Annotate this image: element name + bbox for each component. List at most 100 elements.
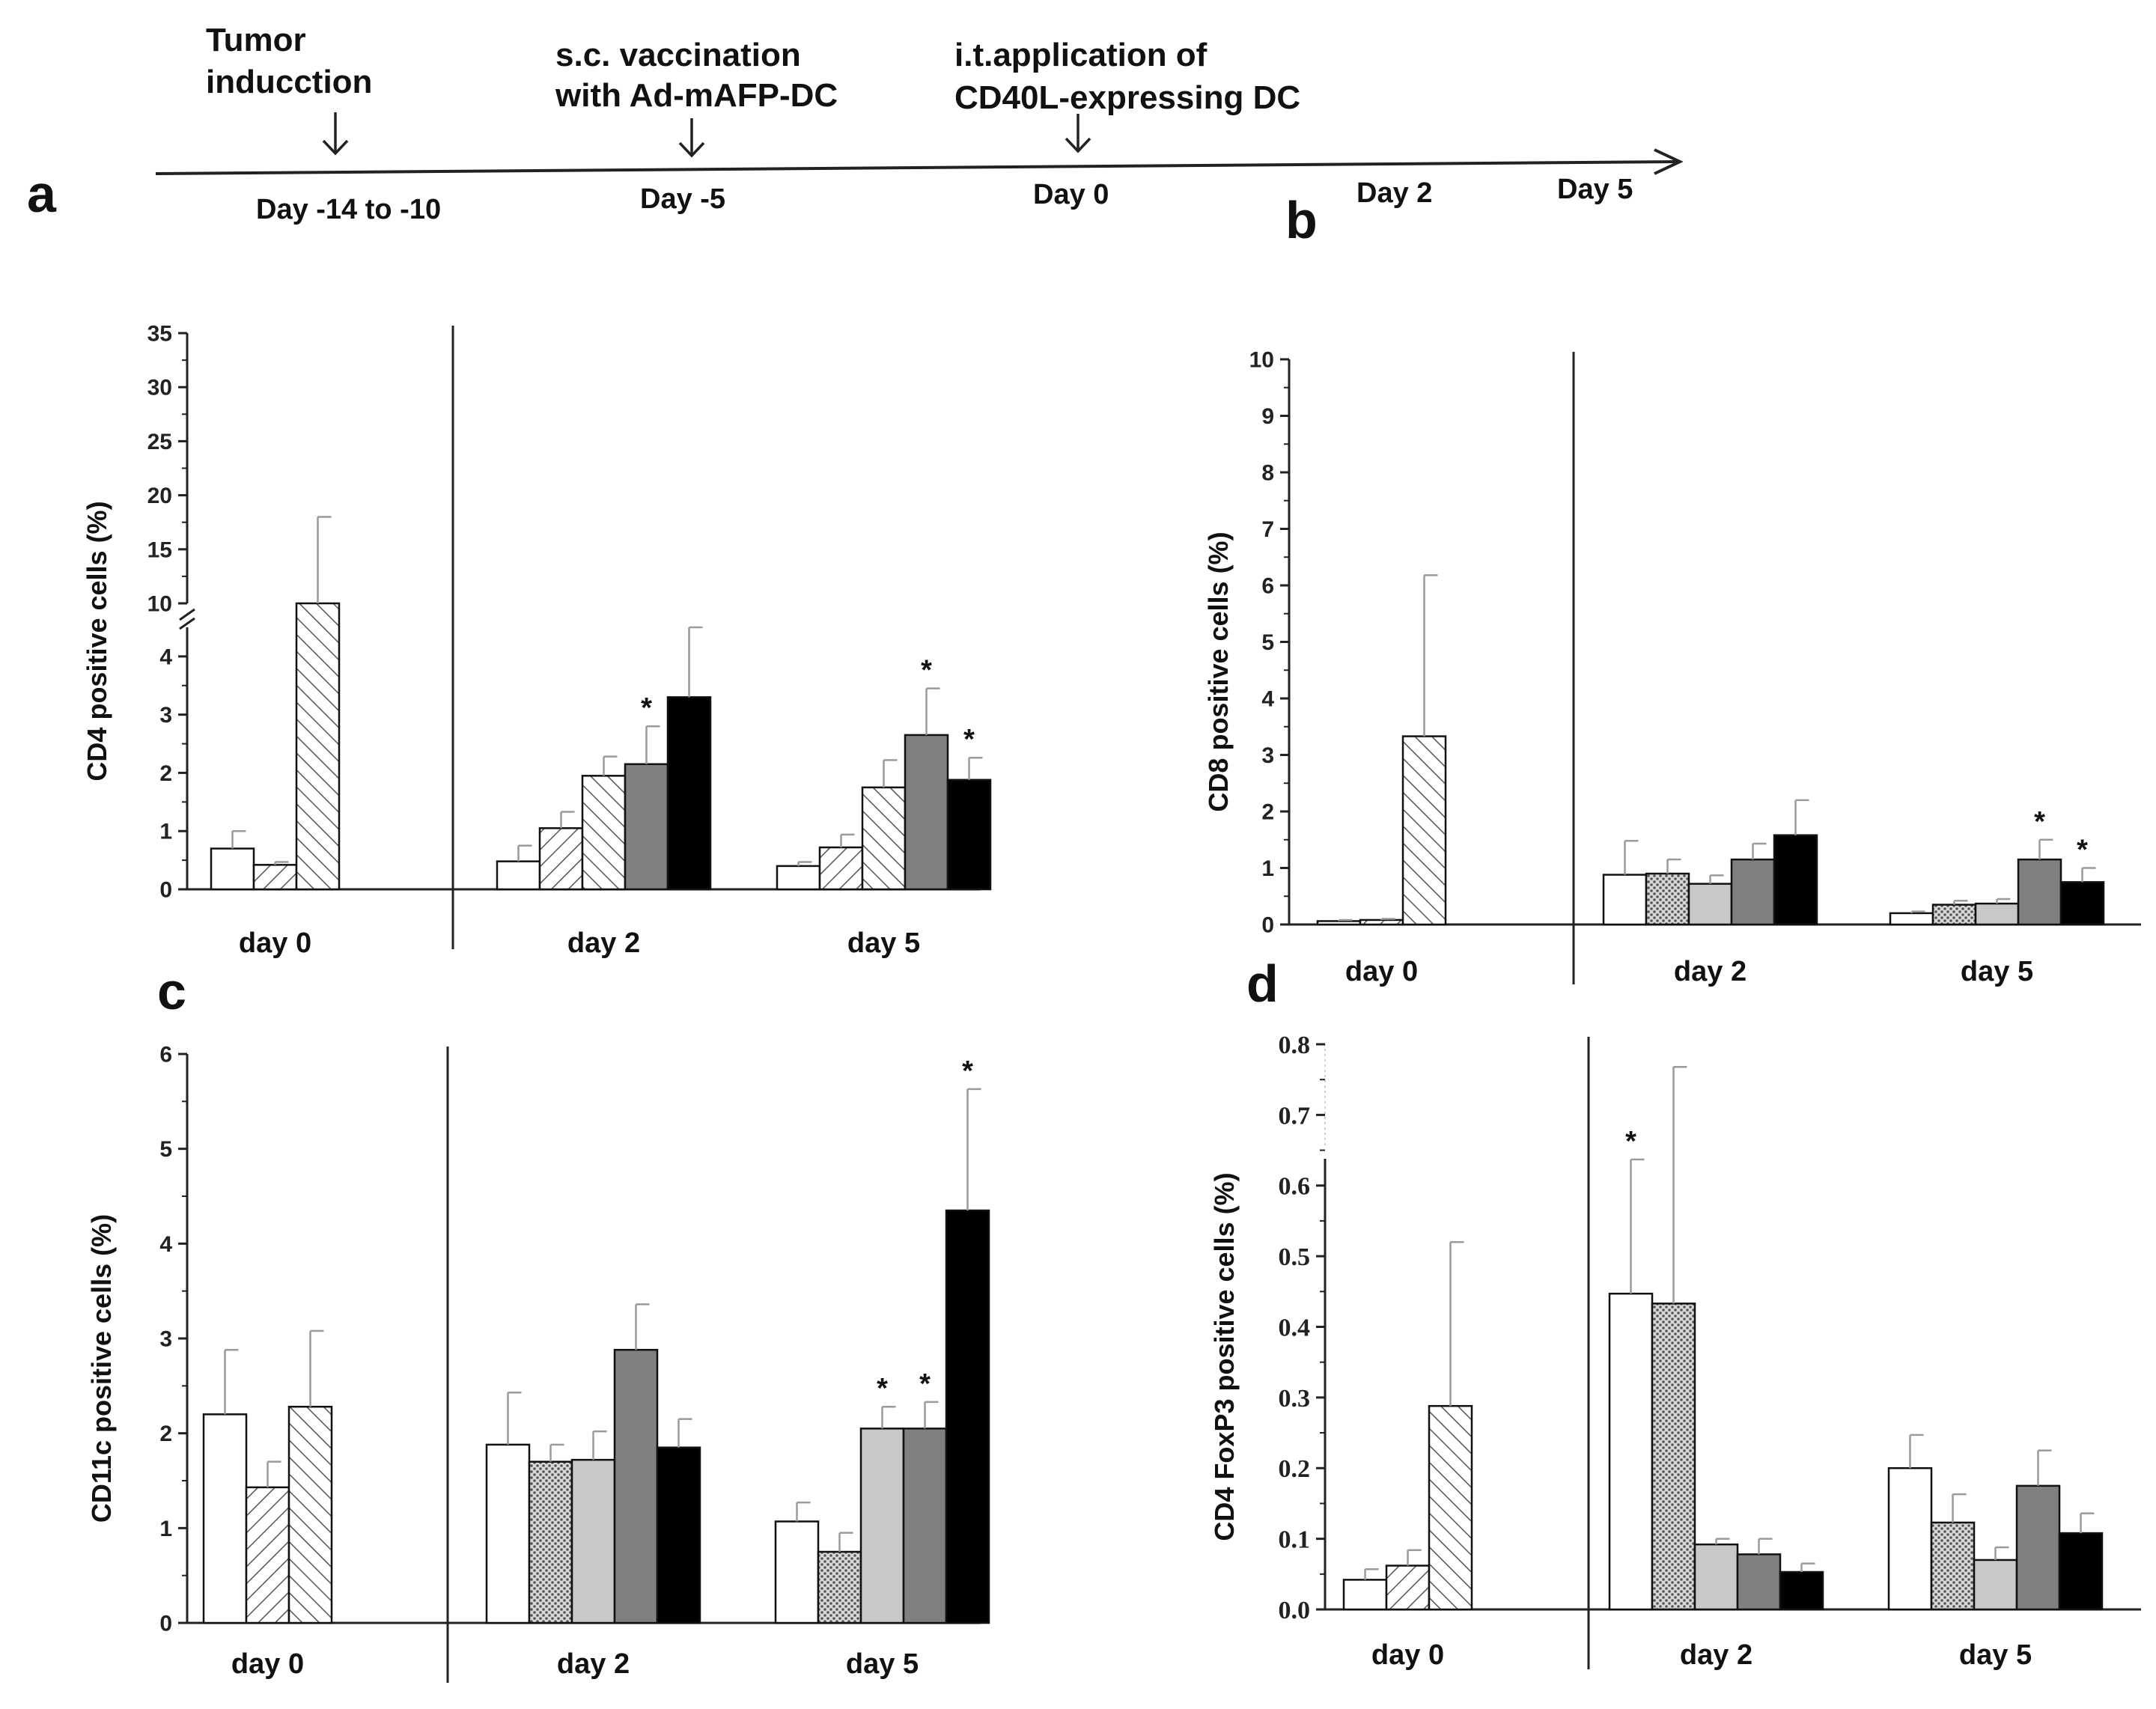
significance-marker: * xyxy=(963,724,975,755)
group-label: day 0 xyxy=(231,1648,304,1680)
bar xyxy=(1359,919,1404,926)
bar xyxy=(287,1405,333,1624)
group-label: day 5 xyxy=(1959,1639,2032,1671)
y-tick-label: 2 xyxy=(159,761,172,786)
significance-marker: * xyxy=(919,1368,931,1400)
y-tick-label: 1 xyxy=(159,820,172,844)
bar xyxy=(496,860,541,891)
group-label: day 2 xyxy=(1680,1639,1752,1671)
group-label: day 0 xyxy=(1345,956,1418,987)
significance-marker: * xyxy=(2034,806,2045,838)
bar xyxy=(945,1209,990,1624)
y-axis-label: CD8 positive cells (%) xyxy=(1203,531,1234,811)
y-tick-label: 4 xyxy=(159,1232,172,1257)
bar xyxy=(252,864,298,891)
significance-marker: * xyxy=(641,692,652,724)
bar xyxy=(861,786,907,891)
bar xyxy=(859,1428,905,1624)
bar xyxy=(1736,1553,1782,1611)
group-label: day 0 xyxy=(239,927,311,959)
timeline-arrowhead xyxy=(1654,148,1684,175)
significance-marker: * xyxy=(1625,1126,1636,1157)
day-label-2: Day -5 xyxy=(640,183,725,215)
bar xyxy=(1889,912,1934,926)
y-tick-label: 3 xyxy=(159,1327,172,1352)
panel-letter-c: c xyxy=(157,962,186,1020)
y-tick-label: 20 xyxy=(147,484,172,508)
bar xyxy=(666,696,712,891)
bar xyxy=(1773,834,1818,926)
y-tick-label: 0 xyxy=(159,878,172,903)
event-tumor-line1: Tumor xyxy=(206,22,306,58)
day-label-4: Day 2 xyxy=(1356,177,1432,209)
day-label-1: Day -14 to -10 xyxy=(256,194,441,225)
group-label: day 2 xyxy=(557,1648,630,1680)
y-tick-label: 0.8 xyxy=(1279,1032,1311,1059)
bar xyxy=(1931,904,1977,926)
y-tick-label: 0.0 xyxy=(1279,1597,1311,1624)
event-tumor-line2: inducction xyxy=(206,64,372,100)
bar xyxy=(624,763,669,891)
bar xyxy=(1693,1543,1739,1611)
y-tick-label: 3 xyxy=(159,703,172,728)
y-tick-label: 1 xyxy=(1261,856,1274,881)
y-tick-label: 0.4 xyxy=(1279,1314,1311,1341)
bar xyxy=(1608,1292,1654,1611)
bar xyxy=(1342,1579,1388,1611)
bar xyxy=(295,602,341,891)
bar xyxy=(581,775,627,891)
chart-panel-c: 0 1 2 3 4 5 6 CD11c positive cells (%) day 0 day … xyxy=(86,1043,990,1683)
bar xyxy=(2058,1532,2104,1611)
y-tick-label: 9 xyxy=(1261,404,1274,429)
y-tick-label: 30 xyxy=(147,376,172,400)
y-tick-label: 6 xyxy=(159,1043,172,1067)
bar xyxy=(1651,1303,1696,1611)
y-tick-label: 1 xyxy=(159,1517,172,1541)
y-tick-label: 0 xyxy=(1261,913,1274,938)
arrow-down-icon xyxy=(1065,114,1091,153)
y-tick-label: 6 xyxy=(1261,574,1274,599)
bar xyxy=(946,779,992,891)
y-tick-label: 0.1 xyxy=(1279,1526,1311,1554)
bar xyxy=(1730,858,1776,926)
bar xyxy=(210,847,255,891)
arrow-down-icon xyxy=(322,112,349,156)
bar xyxy=(1316,920,1362,926)
group-label: day 5 xyxy=(847,927,920,959)
bar xyxy=(1973,1559,2018,1611)
panel-letter-d: d xyxy=(1246,954,1279,1013)
y-tick-label: 0 xyxy=(159,1612,172,1636)
day-label-5: Day 5 xyxy=(1557,174,1633,205)
bar xyxy=(1645,872,1690,926)
bar xyxy=(1887,1467,1933,1611)
y-tick-label: 0.5 xyxy=(1279,1243,1311,1271)
bar xyxy=(613,1348,659,1624)
bar xyxy=(1687,883,1733,926)
y-tick-label: 5 xyxy=(1261,630,1274,655)
bar xyxy=(1385,1565,1431,1611)
panel-letter-a: a xyxy=(27,165,57,223)
significance-marker: * xyxy=(921,655,932,686)
event-application-line1: i.t.application of xyxy=(954,37,1208,73)
y-tick-label: 25 xyxy=(147,430,172,454)
chart-panel-a: 0 1 2 3 4 10 15 20 25 30 35 CD4 positive cells (%) d… xyxy=(82,322,992,959)
y-tick-label: 8 xyxy=(1261,461,1274,486)
y-tick-label: 4 xyxy=(159,645,172,669)
y-tick-label: 7 xyxy=(1261,517,1274,542)
y-tick-label: 3 xyxy=(1261,743,1274,768)
axis-break-mark xyxy=(179,608,195,621)
y-tick-label: 15 xyxy=(147,537,172,562)
y-tick-label: 0.3 xyxy=(1279,1385,1311,1413)
arrow-down-icon xyxy=(678,118,705,158)
bar xyxy=(202,1413,248,1624)
bar xyxy=(2015,1484,2061,1611)
y-tick-label: 10 xyxy=(1249,348,1274,373)
bar xyxy=(2017,858,2062,926)
significance-marker: * xyxy=(962,1055,973,1087)
bar xyxy=(245,1486,290,1624)
bar xyxy=(774,1520,820,1624)
bar xyxy=(570,1458,616,1624)
y-tick-label: 5 xyxy=(159,1137,172,1162)
bar xyxy=(2059,881,2105,926)
